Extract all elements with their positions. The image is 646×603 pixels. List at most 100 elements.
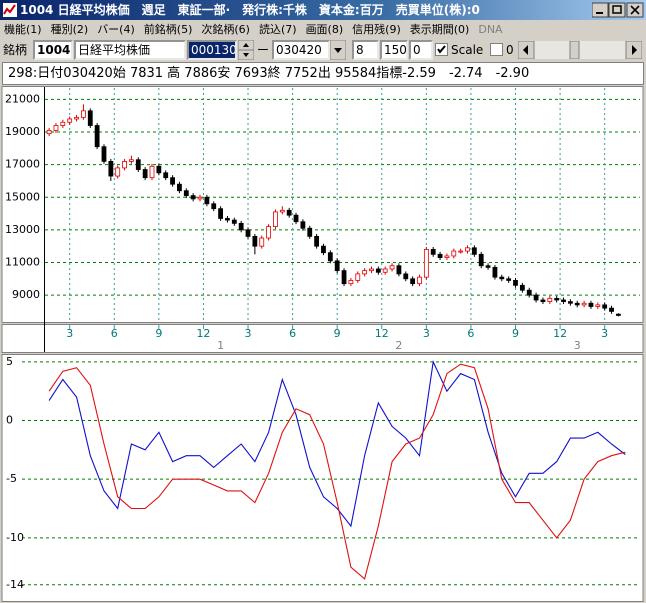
y-tick-label: -14 [6,578,24,591]
indicator-line [48,360,626,528]
x-tick-label: 6 [467,327,474,340]
candle-body [348,280,354,285]
candle-body [471,247,477,255]
candle-body [300,221,306,229]
candle-body [423,249,429,278]
year-label: 1 [217,339,224,352]
x-tick-label: 12 [553,327,567,340]
y-tick-label: 5 [6,355,13,368]
y-tick-label: 13000 [5,223,40,236]
candle-body [115,167,121,177]
menu-item[interactable]: 画面(8) [305,23,344,36]
candle-body [533,294,539,301]
candle-body [225,218,230,221]
menu-item[interactable]: 表示期間(0) [409,23,470,36]
candle-body [149,165,155,179]
y-tick-label: 9000 [12,288,40,301]
candle-body [369,268,374,272]
field-3[interactable]: 0 [409,40,433,60]
candle-body [266,226,271,239]
y-tick-label: 0 [6,414,13,427]
y-tick-label: 21000 [5,92,40,105]
candle-body [561,299,566,303]
candle-body [46,129,52,135]
candle-body [87,110,93,126]
menu-bar: 機能(1) 種別(2) バー(4) 前銘柄(5) 次銘柄(6) 読込(7) 画面(8) 信用残… [0,21,508,38]
field-1[interactable]: 8 [352,40,379,60]
candle-body [204,196,210,205]
candle-body [60,121,66,126]
dropdown-button[interactable] [330,40,346,60]
candle-body [444,255,450,258]
candle-body [410,278,416,285]
date-field[interactable]: 030420 [272,40,330,60]
menu-item[interactable]: 信用残(9) [352,23,401,36]
candle-body [437,253,443,258]
year-label: 2 [395,339,402,352]
x-tick-label: 3 [423,327,430,340]
candle-body [403,273,409,280]
checkbox[interactable] [490,43,503,56]
candle-body [334,260,340,272]
candle-body [581,302,587,306]
indicator-panel [1,354,644,602]
name-field[interactable]: 日経平均株価 [74,40,186,60]
x-tick-label: 6 [289,327,296,340]
scrollbar[interactable] [518,41,642,59]
scale-checkbox[interactable] [435,43,448,56]
candle-body [259,237,265,247]
candle-body [238,222,244,231]
candle-body [231,219,237,224]
x-tick-label: 3 [245,327,252,340]
candle-body [183,190,189,197]
y-tick-label: 17000 [5,158,40,171]
candle-body [279,209,285,213]
candle-body [293,214,299,223]
candle-body [396,265,402,275]
y-tick-label: -10 [6,531,24,544]
scale-label: Scale [451,43,484,57]
indicator-line [48,363,626,580]
code-field[interactable]: 1004 [33,40,73,60]
candle-body [417,276,422,285]
candle-body [156,165,162,174]
candle-body [211,203,217,210]
candle-body [177,183,182,192]
menu-item[interactable]: バー(4) [97,23,135,36]
menu-item[interactable]: 読込(7) [258,23,297,36]
candle-body [190,195,196,200]
menu-item[interactable]: 前銘柄(5) [143,23,193,36]
menu-item[interactable]: 種別(2) [50,23,89,36]
x-tick-label: 9 [334,327,341,340]
candle-body [245,229,251,237]
window-buttons[interactable] [592,2,644,18]
window-title: 1004 日経平均株価 週足 東証一部· 発行株:千株 資本金:百万 売買単位(… [20,3,480,17]
candle-body [170,177,175,185]
date-strip [1,324,644,353]
spinner[interactable] [238,40,254,60]
candle-body [615,313,621,316]
dash: ー [257,43,270,57]
candle-body [506,278,512,281]
candle-body [526,289,532,296]
candle-body [273,211,278,228]
number-field[interactable]: 000130 [187,40,237,60]
candle-body [286,209,292,216]
candle-body [540,299,546,303]
candle-body [122,160,127,169]
candle-body [513,280,518,286]
menu-item[interactable]: DNA [478,23,503,36]
candle-body [382,268,388,273]
x-tick-label: 12 [375,327,389,340]
candle-body [602,304,608,309]
app-icon [3,3,17,17]
menu-item[interactable]: 次銘柄(6) [201,23,250,36]
candle-body [458,250,464,253]
field-2[interactable]: 1500 [380,40,408,60]
menu-item[interactable]: 機能(1) [4,23,42,36]
candle-body [53,125,59,131]
candle-body [252,235,258,247]
candle-body [362,270,368,275]
